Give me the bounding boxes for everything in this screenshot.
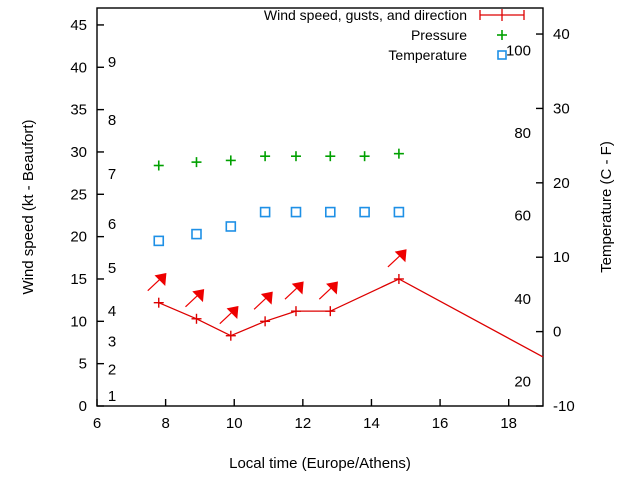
x-tick-label: 10 (226, 415, 243, 432)
temperature-marker (191, 228, 202, 240)
arrow-head (192, 289, 205, 303)
legend-symbol-wind-errorbar (479, 9, 525, 21)
pressure-data-point (393, 148, 404, 159)
y-tick-label: 0 (79, 398, 87, 415)
pressure-data-point (325, 151, 336, 162)
chart-legend: Wind speed, gusts, and direction Pressur… (264, 7, 525, 63)
x-tick-label: 12 (295, 415, 312, 432)
fahrenheit-label: 40 (514, 291, 531, 308)
wind-data-point (219, 305, 239, 341)
beaufort-label: 3 (108, 334, 116, 351)
arrow-head (291, 281, 304, 295)
beaufort-label: 4 (108, 303, 116, 320)
y2-axis-ticks: -10 0 10 20 30 40 (536, 26, 575, 415)
beaufort-label: 7 (108, 166, 116, 183)
y-tick-label: 15 (70, 271, 87, 288)
temperature-marker (359, 206, 370, 218)
wind-data-point (318, 281, 338, 317)
x-tick-label: 6 (93, 415, 101, 432)
y-tick-label: 35 (70, 102, 87, 119)
legend-label-wind: Wind speed, gusts, and direction (264, 7, 467, 23)
x-tick-label: 14 (363, 415, 380, 432)
wind-data-point (147, 272, 167, 308)
x-tick-label: 18 (500, 415, 517, 432)
y-tick-label: 10 (70, 313, 87, 330)
temperature-marker (393, 206, 405, 218)
y2-tick-label: -10 (553, 398, 575, 415)
y2-axis-title: Temperature (C - F) (598, 141, 615, 273)
arrow-head (260, 291, 273, 305)
y-axis-ticks: 0 5 10 15 20 25 30 35 40 45 (70, 17, 104, 415)
x-axis-title: Local time (Europe/Athens) (229, 455, 411, 472)
x-axis-ticks: 6 8 10 12 14 16 18 (93, 399, 517, 432)
pressure-series (153, 148, 404, 171)
pressure-data-point (260, 151, 271, 162)
arrow-head (326, 281, 338, 295)
wind-speed-line (158, 278, 544, 358)
y-axis-title: Wind speed (kt - Beaufort) (20, 119, 37, 294)
wind-direction-arrow (387, 249, 407, 268)
y2-tick-label: 30 (553, 100, 570, 117)
y2-tick-label: 0 (553, 324, 561, 341)
beaufort-label: 2 (108, 362, 116, 379)
wind-direction-arrow (185, 289, 205, 308)
temperature-marker (225, 221, 237, 232)
y-tick-label: 30 (70, 144, 87, 161)
arrow-head (394, 249, 407, 263)
pressure-data-point (290, 151, 301, 162)
x-tick-label: 16 (432, 415, 449, 432)
y2-tick-label: 40 (553, 26, 570, 43)
legend-label-temperature: Temperature (388, 47, 467, 63)
temperature-marker (324, 206, 336, 218)
wind-direction-arrow (219, 305, 239, 325)
y-tick-label: 25 (70, 186, 87, 203)
temperature-series (153, 206, 405, 247)
wind-data-point (387, 249, 407, 284)
x-tick-label: 8 (161, 415, 169, 432)
beaufort-label: 5 (108, 260, 116, 277)
beaufort-label: 6 (108, 216, 116, 233)
fahrenheit-label: 60 (514, 208, 531, 225)
beaufort-inner-scale: 1 2 3 4 5 6 7 8 9 (108, 54, 116, 405)
pressure-data-point (191, 157, 202, 168)
plot-frame (96, 7, 544, 407)
legend-label-pressure: Pressure (411, 27, 467, 43)
wind-data-point (185, 289, 205, 324)
temperature-marker (153, 235, 165, 247)
legend-symbol-temperature-square (497, 50, 507, 60)
y-tick-label: 45 (70, 17, 87, 34)
wind-direction-arrow (318, 281, 338, 300)
y2-tick-label: 10 (553, 249, 570, 266)
pressure-data-point (359, 151, 370, 162)
y-tick-label: 40 (70, 59, 87, 76)
pressure-data-point (153, 160, 164, 171)
wind-direction-arrow (284, 281, 304, 300)
wind-data-point (284, 281, 304, 317)
wind-speed-series (147, 249, 544, 358)
arrow-head (154, 272, 167, 287)
wind-direction-arrow (147, 272, 167, 292)
beaufort-label: 1 (108, 388, 116, 405)
arrow-head (226, 305, 239, 320)
y2-tick-label: 20 (553, 175, 570, 192)
fahrenheit-label: 20 (514, 373, 531, 390)
beaufort-label: 8 (108, 112, 116, 129)
y-tick-label: 5 (79, 356, 87, 373)
wind-direction-arrow (253, 291, 273, 310)
pressure-data-point (225, 155, 236, 166)
fahrenheit-inner-scale: 20 40 60 80 100 (506, 42, 531, 390)
temperature-marker (290, 206, 302, 218)
temperature-marker (259, 206, 271, 218)
wind-data-point (253, 291, 273, 327)
legend-symbol-pressure-plus (497, 30, 507, 40)
beaufort-label: 9 (108, 54, 116, 71)
y-tick-label: 20 (70, 229, 87, 246)
fahrenheit-label: 80 (514, 125, 531, 142)
fahrenheit-label: 100 (506, 42, 531, 59)
